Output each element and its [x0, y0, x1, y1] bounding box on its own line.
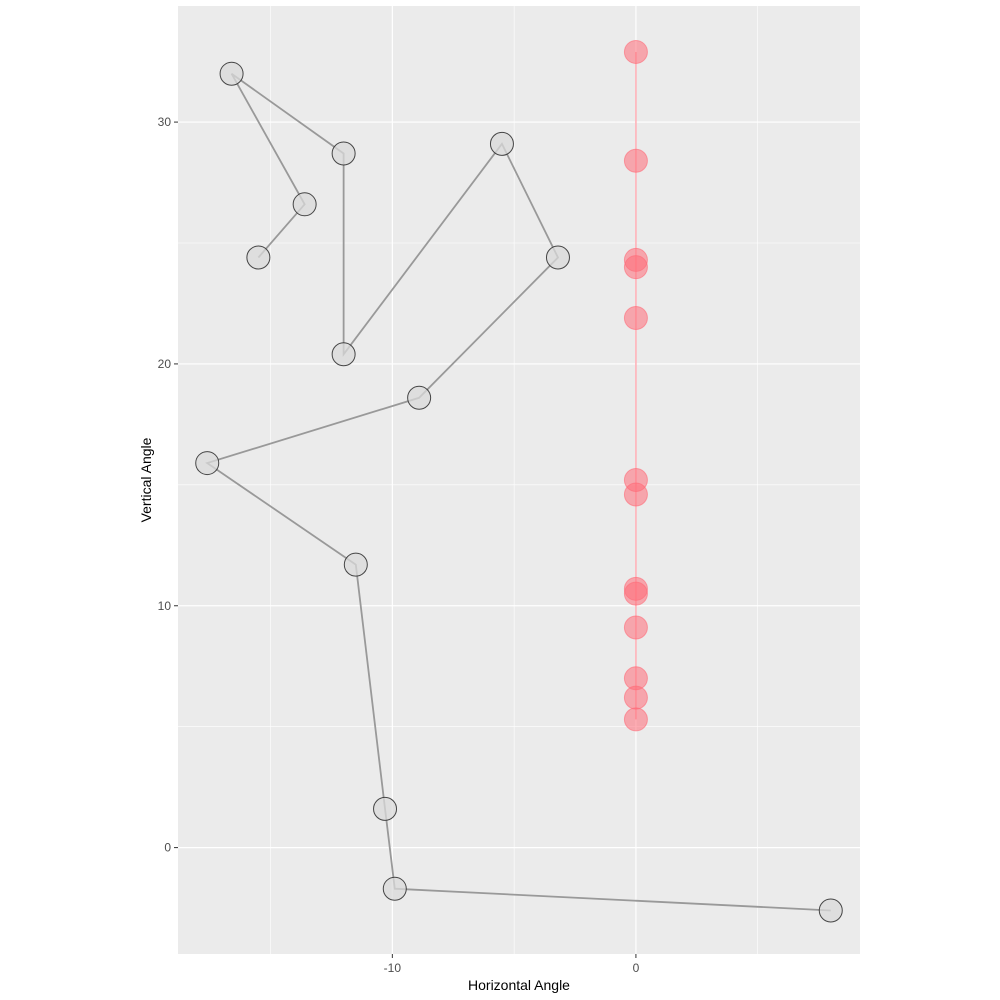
gray-series-point — [246, 245, 271, 270]
y-tick-label: 30 — [158, 115, 172, 129]
red-series-point — [623, 707, 648, 732]
gray-series-point — [382, 876, 407, 901]
red-series-point — [623, 482, 648, 507]
y-tick-label: 20 — [158, 357, 172, 371]
panel-background — [178, 6, 860, 954]
y-axis-ticks: 0 10 20 30 — [158, 115, 178, 855]
gray-series-point — [407, 385, 432, 410]
red-series-point — [623, 305, 648, 330]
red-series-point — [623, 255, 648, 280]
gray-series-point — [489, 131, 514, 156]
gray-series-point — [331, 342, 356, 367]
red-series-point — [623, 148, 648, 173]
red-series-point — [623, 39, 648, 64]
x-tick-label: -10 — [384, 961, 402, 975]
y-axis-title: Vertical Angle — [138, 437, 154, 522]
gray-series-point — [343, 552, 368, 577]
y-tick-label: 10 — [158, 599, 172, 613]
gray-series-point — [219, 61, 244, 86]
gray-series-point — [818, 898, 843, 923]
grid-minor — [178, 6, 860, 954]
gray-series-point — [373, 796, 398, 821]
y-tick-label: 0 — [164, 841, 171, 855]
red-series-point — [623, 685, 648, 710]
red-series-point — [623, 581, 648, 606]
x-axis-title: Horizontal Angle — [468, 977, 570, 993]
x-axis-ticks: -10 0 — [384, 954, 640, 975]
red-series-point — [623, 615, 648, 640]
x-tick-label: 0 — [633, 961, 640, 975]
gray-series-point — [292, 192, 317, 217]
series-points — [195, 39, 843, 923]
gray-series-point — [545, 245, 570, 270]
gray-series-point — [331, 141, 356, 166]
gray-series-point — [195, 451, 220, 476]
